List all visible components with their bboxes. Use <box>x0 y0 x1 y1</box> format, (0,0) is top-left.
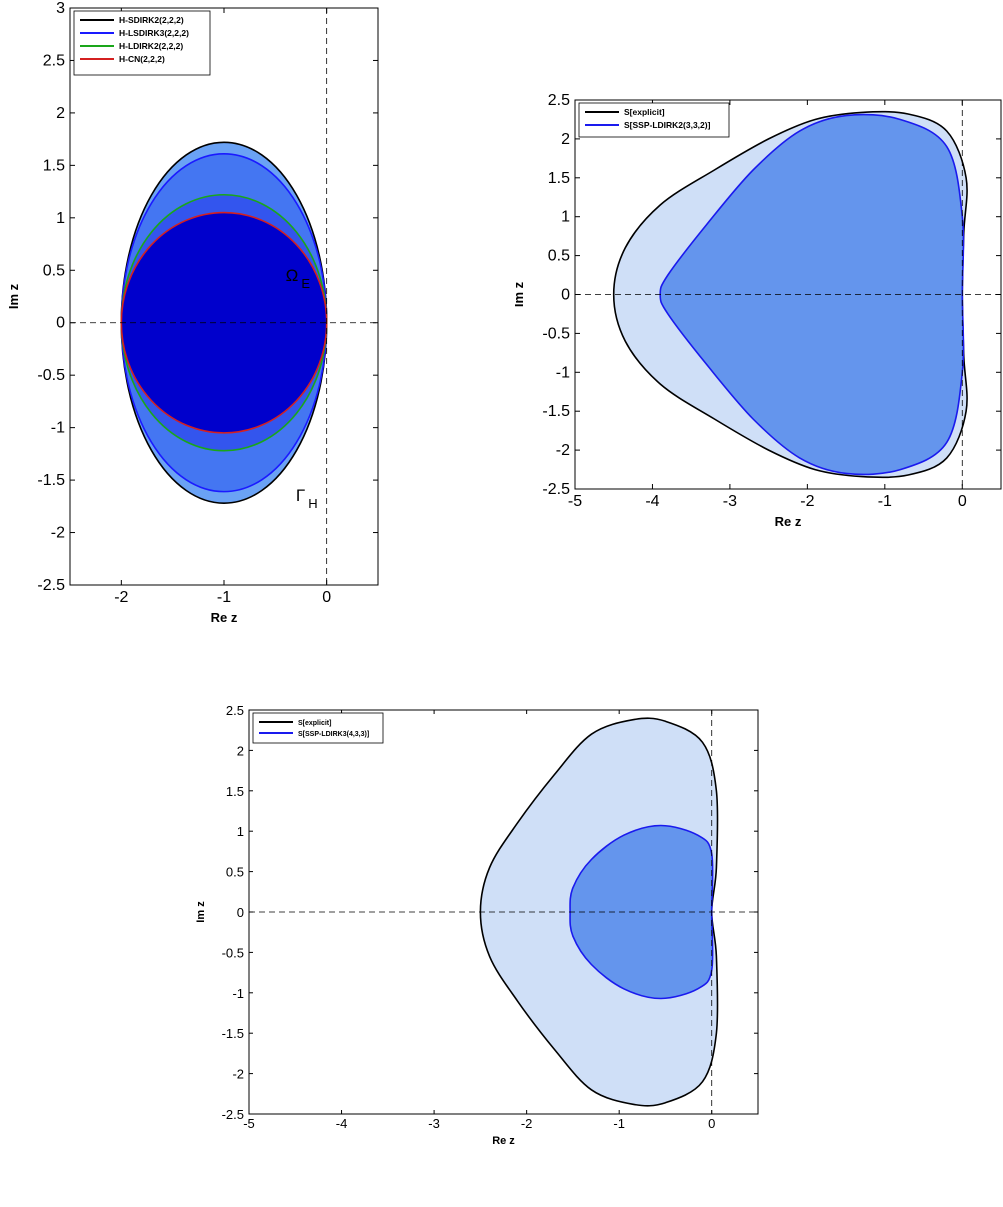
x-tick-label: -1 <box>878 493 892 510</box>
y-tick-label: 0.5 <box>226 865 244 880</box>
y-tick-label: -1 <box>51 420 65 437</box>
chart-1-svg: -2 -1 0 -2.5 -2 -1.5 -1 -0.5 0 0.5 1 1.5 2 2.5 3 Re z Im… <box>6 0 379 625</box>
y-tick-label: 1 <box>56 210 65 227</box>
legend-box <box>73 10 211 76</box>
x-tick-label: -2 <box>114 589 128 606</box>
y-tick-label: 3 <box>56 0 65 17</box>
y-tick-label: 0.5 <box>548 248 570 265</box>
y-tick-label: -1 <box>556 364 570 381</box>
y-tick-label: -1.5 <box>37 472 65 489</box>
y-tick-label: -2 <box>51 525 65 542</box>
x-tick-label: -1 <box>217 589 231 606</box>
legend-label-1: S[explicit] <box>298 720 331 727</box>
y-tick-label: -2.5 <box>542 481 570 498</box>
chart-2: -5 -4 -3 -2 -1 0 -2.5 -2 -1.5 -1 -0.5 0 0.5 1 1.5 2 2.5 R… <box>511 86 1003 551</box>
y-axis-label: Im z <box>195 901 207 923</box>
legend-box <box>252 712 384 744</box>
y-tick-label: -2 <box>556 442 570 459</box>
x-axis-label: Re z <box>211 610 238 625</box>
legend-label-4: H-CN(2,2,2) <box>119 54 165 64</box>
x-tick-label: -4 <box>645 493 659 510</box>
y-tick-label: 1 <box>237 824 244 839</box>
y-tick-label: 1.5 <box>43 157 65 174</box>
y-tick-label: 2.5 <box>43 52 65 69</box>
y-tick-label: 2 <box>56 105 65 122</box>
x-tick-label: 0 <box>958 493 967 510</box>
x-tick-label: 0 <box>708 1116 715 1131</box>
legend-label-1: S[explicit] <box>624 107 665 117</box>
x-tick-label: -1 <box>613 1116 625 1131</box>
annotation-symbol: Ω <box>286 266 299 285</box>
y-tick-label: 1.5 <box>548 170 570 187</box>
y-tick-label: 0 <box>237 905 244 920</box>
chart-3: -5 -4 -3 -2 -1 0 -2.5 -2 -1.5 -1 -0.5 0 0.5 1 1.5 2 2.5 R… <box>190 696 770 1181</box>
y-tick-label: 0 <box>561 287 570 304</box>
x-tick-label: -3 <box>723 493 737 510</box>
x-tick-label: -4 <box>336 1116 348 1131</box>
chart-2-svg: -5 -4 -3 -2 -1 0 -2.5 -2 -1.5 -1 -0.5 0 0.5 1 1.5 2 2.5 R… <box>511 92 1002 529</box>
x-tick-label: -3 <box>428 1116 440 1131</box>
x-tick-label: 0 <box>322 589 331 606</box>
y-axis-label: Im z <box>515 281 526 307</box>
legend-label-2: H-LSDIRK3(2,2,2) <box>119 28 189 38</box>
annotation-subscript: H <box>308 496 317 511</box>
y-tick-label: -2.5 <box>222 1107 244 1122</box>
legend-box <box>578 102 730 138</box>
legend-label-2: S[SSP-LDIRK2(3,3,2)] <box>624 120 711 130</box>
y-tick-label: 2.5 <box>548 92 570 109</box>
y-tick-label: 1 <box>561 209 570 226</box>
x-axis-label: Re z <box>775 514 802 529</box>
y-tick-label: -1.5 <box>222 1026 244 1041</box>
legend-label-3: H-LDIRK2(2,2,2) <box>119 41 183 51</box>
x-axis-label: Re z <box>492 1135 515 1147</box>
legend-label-2: S[SSP-LDIRK3(4,3,3)] <box>298 731 369 738</box>
chart-1: -2 -1 0 -2.5 -2 -1.5 -1 -0.5 0 0.5 1 1.5 2 2.5 3 Re z Im… <box>0 0 395 645</box>
x-tick-label: -2 <box>800 493 814 510</box>
x-tick-label: -5 <box>568 493 582 510</box>
y-axis-label: Im z <box>6 283 21 309</box>
y-tick-label: 2.5 <box>226 703 244 718</box>
chart-3-svg: -5 -4 -3 -2 -1 0 -2.5 -2 -1.5 -1 -0.5 0 0.5 1 1.5 2 2.5 R… <box>195 703 759 1147</box>
y-tick-label: 2 <box>561 131 570 148</box>
x-tick-label: -2 <box>521 1116 533 1131</box>
y-tick-label: -1.5 <box>542 403 570 420</box>
x-tick-label: -5 <box>243 1116 255 1131</box>
y-tick-label: -1 <box>232 986 244 1001</box>
legend-label-1: H-SDIRK2(2,2,2) <box>119 15 184 25</box>
y-tick-label: -0.5 <box>542 325 570 342</box>
y-tick-label: -0.5 <box>37 367 65 384</box>
annotation-subscript: E <box>301 276 310 291</box>
y-tick-label: -0.5 <box>222 945 244 960</box>
annotation-symbol: Γ <box>296 486 305 505</box>
y-tick-label: 0.5 <box>43 262 65 279</box>
y-tick-label: 1.5 <box>226 784 244 799</box>
y-tick-label: 2 <box>237 743 244 758</box>
y-tick-label: 0 <box>56 315 65 332</box>
y-tick-label: -2.5 <box>37 577 65 594</box>
y-tick-label: -2 <box>232 1067 244 1082</box>
